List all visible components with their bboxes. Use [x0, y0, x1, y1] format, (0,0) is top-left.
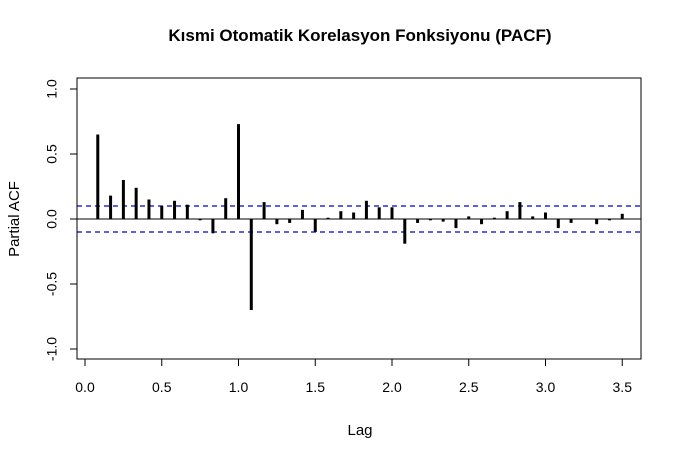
y-tick-label: 0.0 — [44, 209, 60, 229]
y-tick-label: 0.5 — [44, 144, 60, 164]
x-tick-label: 1.5 — [306, 379, 326, 395]
x-tick-label: 3.0 — [536, 379, 556, 395]
y-tick-label: -1.0 — [44, 337, 60, 361]
y-axis-label: Partial ACF — [6, 181, 23, 257]
x-tick-label: 2.0 — [382, 379, 402, 395]
y-tick-label: 1.0 — [44, 79, 60, 99]
x-tick-label: 0.5 — [152, 379, 172, 395]
x-axis-label: Lag — [347, 422, 372, 439]
x-axis: 0.0 0.5 1.0 1.5 2.0 2.5 3.0 3.5 — [75, 358, 633, 395]
chart-title: Kısmi Otomatik Korelasyon Fonksiyonu (PA… — [168, 26, 551, 45]
confidence-lines — [77, 205, 641, 233]
x-tick-label: 2.5 — [459, 379, 479, 395]
y-tick-label: -0.5 — [44, 272, 60, 296]
x-tick-label: 0.0 — [75, 379, 95, 395]
y-axis: -1.0 -0.5 0.0 0.5 1.0 — [44, 79, 78, 361]
x-tick-label: 1.0 — [229, 379, 249, 395]
x-tick-label: 3.5 — [613, 379, 633, 395]
pacf-bars — [96, 124, 624, 310]
